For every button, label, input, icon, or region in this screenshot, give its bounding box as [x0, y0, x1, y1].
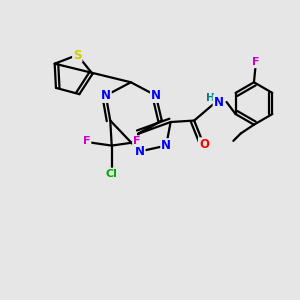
Text: H: H [206, 93, 215, 103]
Text: N: N [161, 139, 171, 152]
Text: N: N [135, 145, 145, 158]
Text: F: F [83, 136, 90, 146]
Text: S: S [73, 49, 82, 62]
Text: N: N [101, 89, 111, 102]
Text: N: N [151, 89, 161, 102]
Text: O: O [199, 138, 209, 151]
Text: F: F [133, 136, 140, 146]
Text: F: F [252, 57, 259, 67]
Text: Cl: Cl [106, 169, 118, 178]
Text: N: N [214, 95, 224, 109]
